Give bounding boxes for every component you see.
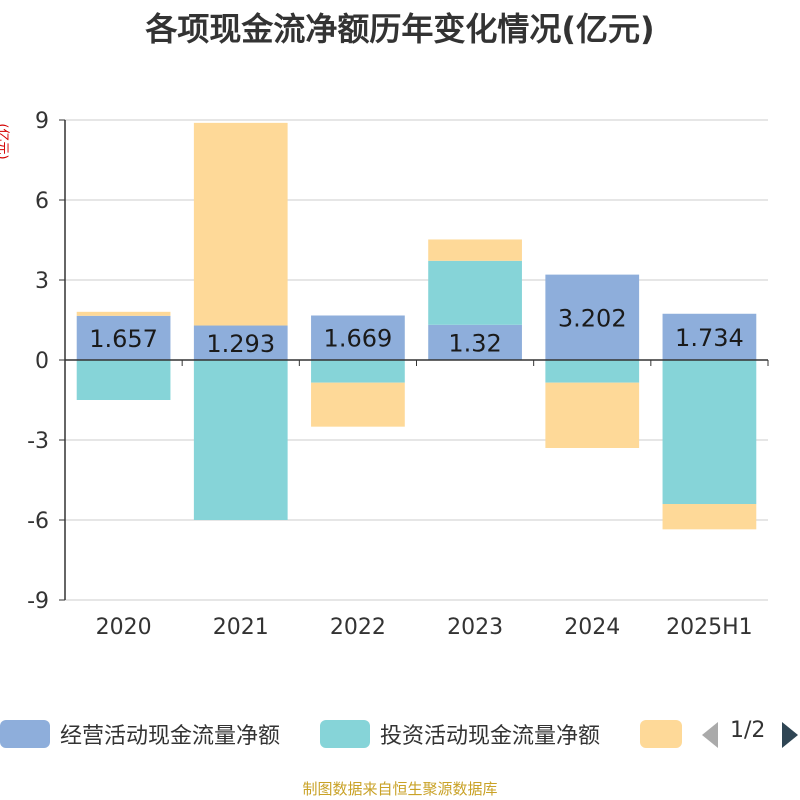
x-tick-label: 2025H1 xyxy=(666,615,753,640)
y-tick-label: -6 xyxy=(27,509,49,534)
data-source-note: 制图数据来自恒生聚源数据库 xyxy=(302,780,498,798)
legend-label-investing[interactable]: 投资活动现金流量净额 xyxy=(380,724,601,749)
bar-data-label: 1.669 xyxy=(324,325,393,353)
bar-segment-series-2 xyxy=(193,360,288,520)
legend-swatch-investing[interactable] xyxy=(320,720,370,748)
x-tick-label: 2024 xyxy=(564,615,620,640)
bar-data-label: 1.293 xyxy=(206,330,275,358)
x-tick-label: 2020 xyxy=(96,615,152,640)
legend-swatch-operating[interactable] xyxy=(0,720,50,748)
bar-segment-series-3 xyxy=(545,382,640,448)
bar-segment-series-1 xyxy=(76,315,171,360)
legend-prev-page-icon[interactable] xyxy=(702,722,718,748)
bar-data-label: 3.202 xyxy=(558,304,627,332)
y-tick-label: 0 xyxy=(35,349,49,374)
bar-segment-series-3 xyxy=(311,382,405,427)
bar-segment-series-2 xyxy=(76,360,171,400)
legend-next-page-icon[interactable] xyxy=(782,722,798,748)
legend: 经营活动现金流量净额 投资活动现金流量净额 1/2 xyxy=(0,716,800,756)
bar-segment-series-1 xyxy=(662,313,757,360)
bar-segment-series-2 xyxy=(662,360,757,504)
bar-data-label: 1.657 xyxy=(89,325,158,353)
chart-title: 各项现金流净额历年变化情况(亿元) xyxy=(145,10,655,48)
y-tick-label: -3 xyxy=(27,429,49,454)
bar-segment-series-2 xyxy=(311,360,405,383)
bar-segment-series-1 xyxy=(545,274,640,360)
bar-segment-series-3 xyxy=(662,504,757,530)
y-tick-label: 6 xyxy=(35,189,49,214)
bar-segment-series-2 xyxy=(545,360,640,383)
x-tick-label: 2023 xyxy=(447,615,503,640)
bar-data-label: 1.32 xyxy=(448,329,501,357)
bar-segment-series-1 xyxy=(311,315,405,360)
x-tick-label: 2021 xyxy=(213,615,269,640)
stacked-bar-chart: 9 6 3 0 -3 -6 -9 1.657 1.293 1.669 1.32 3.202 1.734 2… xyxy=(27,109,769,640)
bar-segment-series-1 xyxy=(428,324,522,360)
legend-swatch-series-3[interactable] xyxy=(640,720,682,748)
x-tick-label: 2022 xyxy=(330,615,386,640)
bar-segment-series-3 xyxy=(428,239,522,261)
y-tick-label: 3 xyxy=(35,269,49,294)
bar-segment-series-2 xyxy=(428,260,522,325)
bar-segment-series-3 xyxy=(76,311,171,316)
bar-segment-series-1 xyxy=(193,325,288,360)
legend-page-indicator: 1/2 xyxy=(730,718,766,743)
y-tick-label: 9 xyxy=(35,109,49,134)
bar-data-label: 1.734 xyxy=(675,324,744,352)
bar-segment-series-3 xyxy=(193,122,288,326)
legend-label-operating[interactable]: 经营活动现金流量净额 xyxy=(60,724,281,749)
y-tick-label: -9 xyxy=(27,589,49,614)
